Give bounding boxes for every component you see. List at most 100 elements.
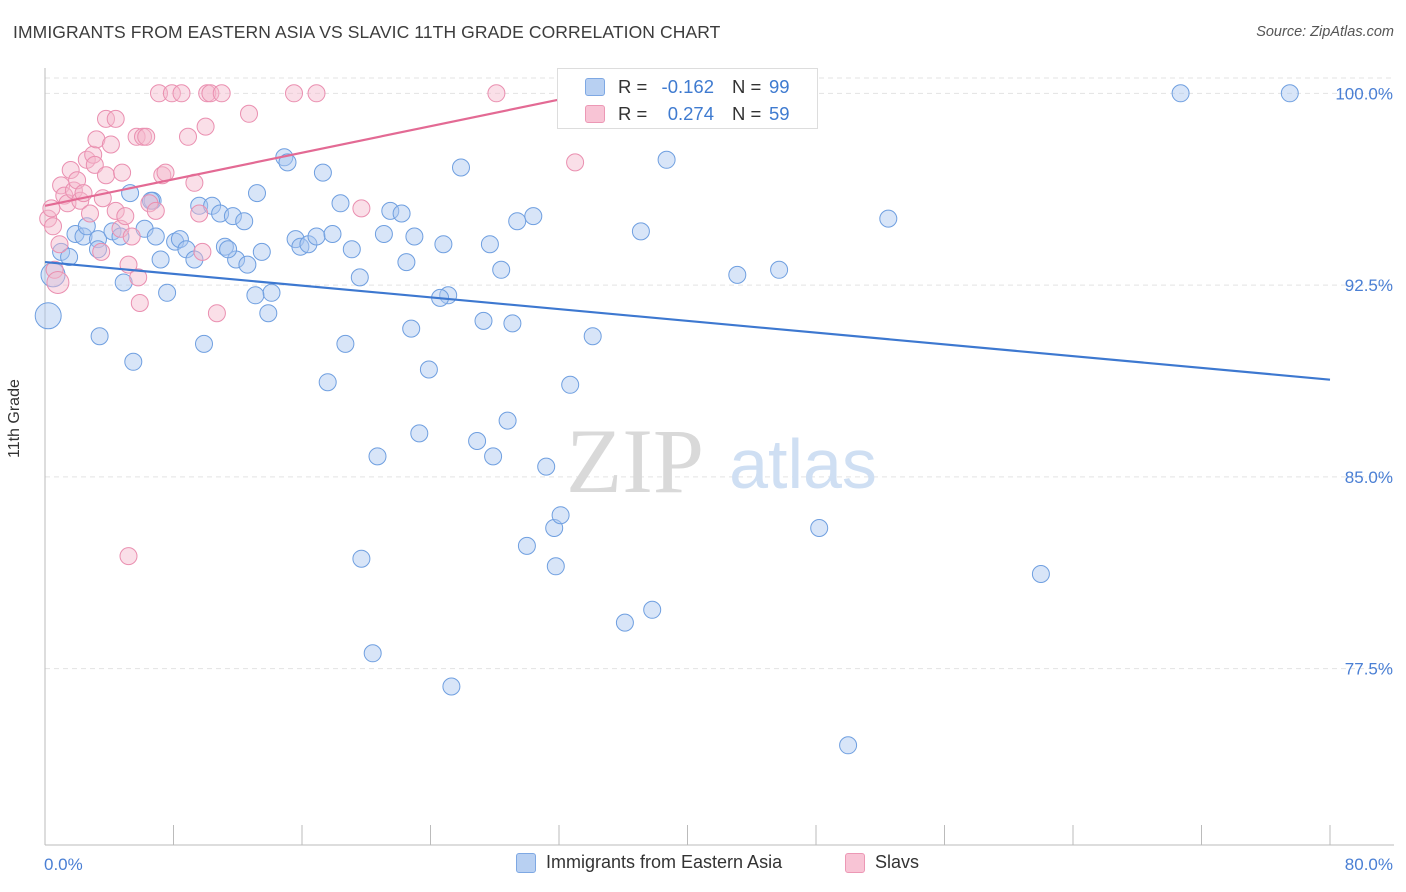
slavs-swatch xyxy=(845,852,865,873)
point-slavs xyxy=(193,242,212,261)
point-eastern-asia xyxy=(643,600,662,619)
point-slavs xyxy=(153,166,172,185)
point-slavs xyxy=(150,84,168,103)
point-eastern-asia xyxy=(307,227,326,246)
point-slavs xyxy=(130,294,149,312)
point-eastern-asia xyxy=(124,352,143,371)
point-slavs xyxy=(190,204,209,223)
point-slavs xyxy=(106,201,125,220)
y-tick-label: 85.0% xyxy=(1345,468,1393,487)
point-eastern-asia xyxy=(219,240,238,259)
point-eastern-asia xyxy=(259,304,278,323)
point-eastern-asia xyxy=(381,201,400,220)
eastern-asia-swatch xyxy=(516,852,536,873)
data-points xyxy=(34,84,1299,755)
chart-source: Source: ZipAtlas.com xyxy=(1256,24,1394,40)
point-eastern-asia xyxy=(336,334,355,353)
point-eastern-asia xyxy=(879,209,898,228)
point-eastern-asia xyxy=(517,536,536,555)
point-eastern-asia xyxy=(34,302,62,330)
point-eastern-asia xyxy=(434,235,453,254)
point-eastern-asia xyxy=(631,222,650,241)
point-slavs xyxy=(172,84,191,103)
point-eastern-asia xyxy=(551,506,570,525)
point-eastern-asia xyxy=(158,283,177,302)
point-slavs xyxy=(113,163,132,182)
point-eastern-asia xyxy=(492,260,511,279)
trend-line-eastern-asia xyxy=(44,260,1331,381)
point-slavs xyxy=(101,135,120,154)
point-slavs xyxy=(97,109,115,128)
point-eastern-asia xyxy=(546,557,565,576)
point-eastern-asia xyxy=(474,311,493,330)
point-eastern-asia xyxy=(146,227,165,246)
point-eastern-asia xyxy=(151,250,170,269)
point-slavs xyxy=(85,155,104,174)
x-tick-labels: 0.0% 80.0% xyxy=(44,855,1393,874)
point-slavs xyxy=(140,194,159,213)
point-eastern-asia xyxy=(352,549,371,568)
point-slavs xyxy=(46,271,70,294)
n-label: N = xyxy=(732,103,762,124)
point-slavs xyxy=(127,127,146,146)
trend-lines xyxy=(44,92,1331,381)
point-eastern-asia xyxy=(313,163,332,182)
n-label: N = xyxy=(732,76,762,97)
point-eastern-asia xyxy=(442,677,461,696)
point-eastern-asia xyxy=(583,327,602,346)
n-value: 99 xyxy=(769,76,790,97)
point-eastern-asia xyxy=(839,736,858,755)
point-eastern-asia xyxy=(215,237,234,256)
point-eastern-asia xyxy=(350,268,369,287)
x-tick-label: 0.0% xyxy=(44,855,83,874)
point-eastern-asia xyxy=(246,286,265,305)
legend-item-slavs[interactable]: Slavs xyxy=(845,852,919,873)
point-eastern-asia xyxy=(1031,565,1050,583)
point-eastern-asia xyxy=(468,432,487,450)
point-eastern-asia xyxy=(238,255,257,274)
point-slavs xyxy=(97,166,115,185)
point-eastern-asia xyxy=(392,204,411,223)
point-eastern-asia xyxy=(480,235,499,254)
point-slavs xyxy=(122,227,141,246)
n-value: 59 xyxy=(769,103,790,124)
r-value: -0.162 xyxy=(661,76,714,97)
point-eastern-asia xyxy=(278,153,297,172)
point-eastern-asia xyxy=(452,158,470,177)
r-value: 0.274 xyxy=(667,103,714,124)
point-slavs xyxy=(196,117,215,136)
y-tick-label: 92.5% xyxy=(1345,276,1393,295)
point-slavs xyxy=(212,84,231,103)
point-eastern-asia xyxy=(503,314,522,333)
stats-row-slavs: R = 0.274 N = 59 xyxy=(558,101,819,127)
point-eastern-asia xyxy=(561,375,580,394)
point-eastern-asia xyxy=(484,447,503,466)
watermark: ZIP atlas xyxy=(566,410,877,512)
point-eastern-asia xyxy=(318,373,337,392)
x-tick-label: 80.0% xyxy=(1345,855,1393,874)
point-slavs xyxy=(487,84,506,103)
point-slavs xyxy=(156,163,175,182)
point-eastern-asia xyxy=(114,273,133,292)
point-eastern-asia xyxy=(508,212,527,231)
point-eastern-asia xyxy=(419,360,438,379)
point-eastern-asia xyxy=(248,184,266,203)
point-slavs xyxy=(146,201,165,220)
point-eastern-asia xyxy=(323,225,342,243)
point-eastern-asia xyxy=(331,194,350,213)
point-slavs xyxy=(87,130,106,149)
point-eastern-asia xyxy=(770,260,789,279)
point-eastern-asia xyxy=(90,327,109,346)
legend-item-eastern-asia[interactable]: Immigrants from Eastern Asia xyxy=(516,852,782,873)
point-eastern-asia xyxy=(402,319,421,338)
r-label: R = xyxy=(618,76,648,97)
point-slavs xyxy=(129,268,148,287)
watermark-zip: ZIP xyxy=(566,410,704,512)
y-tick-label: 77.5% xyxy=(1345,660,1393,679)
point-slavs xyxy=(44,217,62,236)
chart-title: IMMIGRANTS FROM EASTERN ASIA VS SLAVIC 1… xyxy=(13,22,721,42)
point-eastern-asia xyxy=(728,265,747,284)
point-slavs xyxy=(566,153,585,172)
stats-row-eastern-asia: R = -0.162 N = 99 xyxy=(558,74,819,100)
